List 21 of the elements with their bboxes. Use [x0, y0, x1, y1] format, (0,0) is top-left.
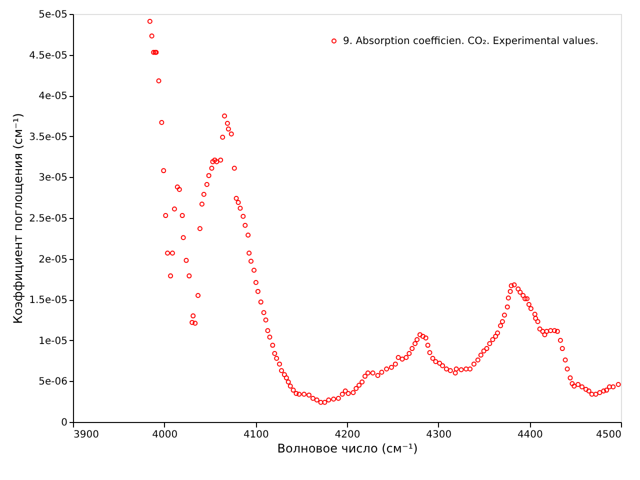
- x-tick-label: 4300: [426, 430, 452, 440]
- y-tick-label: 0: [61, 418, 68, 428]
- x-axis-title: Волновое число (см⁻¹): [277, 442, 418, 456]
- x-tick-label: 4200: [334, 430, 360, 440]
- x-tick-label: 4400: [517, 430, 543, 440]
- y-tick-label: 4e-05: [38, 91, 68, 102]
- legend-label: 9. Absorption coefficien. CO₂. Experimental values.: [343, 36, 598, 47]
- y-tick-label: 3.5e-05: [29, 132, 68, 143]
- y-tick-label: 2.5e-05: [29, 214, 68, 224]
- y-tick-label: 4.5e-05: [29, 50, 68, 62]
- y-tick-label: 1e-05: [38, 336, 68, 347]
- y-tick-label: 3e-05: [38, 172, 68, 184]
- y-tick-label: 5e-06: [38, 376, 68, 388]
- y-tick-label: 5e-05: [38, 10, 68, 20]
- y-tick-label: 1.5e-05: [29, 295, 68, 306]
- y-axis-title: Коэффициент поглощения (см⁻¹): [11, 113, 26, 324]
- y-tick-label: 2e-05: [38, 254, 68, 266]
- x-tick-label: 4100: [243, 430, 269, 440]
- x-tick-label: 4500: [596, 430, 622, 440]
- x-tick-label: 4000: [152, 430, 178, 440]
- x-tick-label: 3900: [74, 430, 99, 440]
